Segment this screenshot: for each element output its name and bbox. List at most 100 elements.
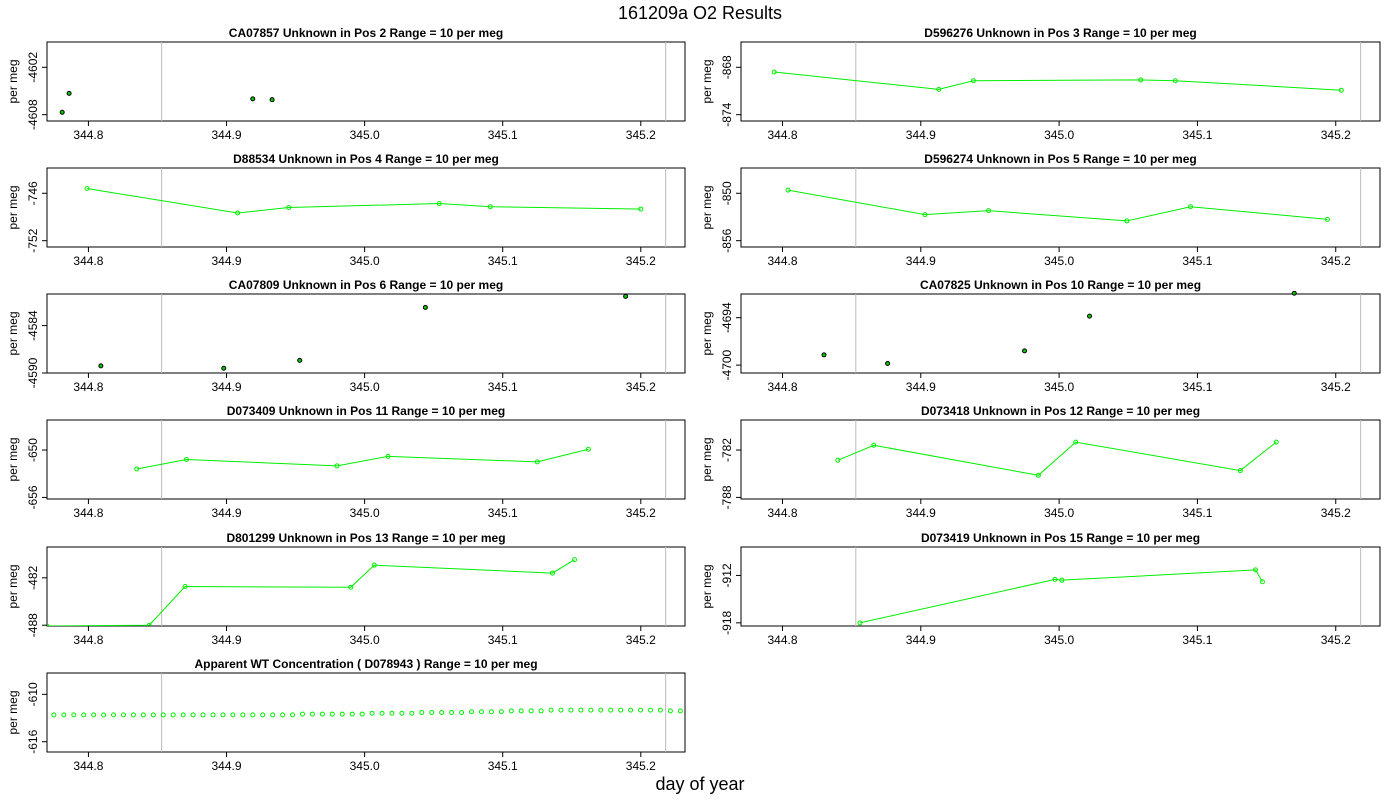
x-tick-label: 345.1 — [1182, 380, 1212, 394]
x-tick-label: 345.2 — [626, 128, 656, 142]
panel-2: D596276 Unknown in Pos 3 Range = 10 per … — [700, 26, 1381, 142]
x-axis-title: day of year — [655, 774, 745, 794]
data-layer — [59, 90, 275, 115]
data-point — [309, 711, 315, 717]
x-tick-label: 345.1 — [488, 380, 518, 394]
data-point — [101, 712, 107, 718]
y-tick-label: -782 — [720, 438, 734, 462]
data-point — [399, 710, 405, 716]
data-point — [290, 712, 296, 718]
data-point — [319, 711, 325, 717]
panel-6: CA07825 Unknown in Pos 10 Range = 10 per… — [700, 278, 1381, 394]
plot-frame — [740, 546, 1381, 627]
data-point — [1073, 439, 1079, 445]
y-tick-label: -856 — [720, 228, 734, 252]
data-point — [1259, 579, 1265, 585]
x-tick-label: 344.8 — [73, 633, 103, 647]
x-tick-label: 345.1 — [1182, 633, 1212, 647]
data-point — [798, 712, 802, 716]
y-tick-label: -752 — [26, 228, 40, 252]
data-point — [688, 709, 692, 713]
data-point — [269, 97, 275, 103]
y-axis-label: per meg — [700, 59, 714, 103]
x-tick-label: 345.2 — [1321, 506, 1351, 520]
data-point — [61, 712, 67, 718]
panel-title: D073409 Unknown in Pos 11 Range = 10 per… — [227, 404, 505, 418]
data-point — [150, 712, 156, 718]
x-tick-label: 344.9 — [906, 380, 936, 394]
data-point — [885, 361, 891, 367]
x-tick-label: 345.2 — [1321, 128, 1351, 142]
panel-title: Apparent WT Concentration ( D078943 ) Ra… — [194, 657, 537, 671]
series-line — [859, 569, 1263, 624]
data-layer — [785, 187, 1330, 224]
panel-3: D88534 Unknown in Pos 4 Range = 10 per m… — [6, 152, 686, 268]
y-axis-label: per meg — [700, 564, 714, 608]
panel-title: CA07857 Unknown in Pos 2 Range = 10 per … — [229, 26, 503, 40]
data-point — [339, 711, 345, 717]
data-point — [1188, 204, 1194, 210]
data-point — [827, 712, 831, 716]
panel-title: CA07825 Unknown in Pos 10 Range = 10 per… — [920, 278, 1201, 292]
data-point — [1291, 291, 1297, 296]
data-point — [436, 201, 442, 207]
data-point — [1138, 77, 1144, 83]
y-tick-label: -656 — [26, 485, 40, 509]
data-point — [548, 707, 554, 713]
series-line — [774, 71, 1342, 91]
x-tick-label: 345.0 — [350, 506, 380, 520]
data-point — [369, 710, 375, 716]
data-point — [183, 457, 189, 462]
panel-1: CA07857 Unknown in Pos 2 Range = 10 per … — [6, 26, 686, 142]
panel-title: D801299 Unknown in Pos 13 Range = 10 per… — [226, 531, 505, 545]
y-axis-label: per meg — [6, 437, 20, 481]
y-tick-label: -482 — [26, 565, 40, 589]
data-layer — [857, 567, 1265, 626]
data-point — [657, 707, 663, 713]
y-axis-label: per meg — [6, 311, 20, 355]
data-point — [1237, 468, 1243, 474]
data-point — [778, 712, 782, 716]
series-line — [47, 559, 575, 626]
data-layer — [835, 439, 1279, 478]
data-point — [1022, 348, 1028, 354]
data-point — [677, 708, 683, 714]
x-tick-label: 345.2 — [626, 633, 656, 647]
y-tick-label: -488 — [26, 613, 40, 637]
data-point — [857, 620, 863, 626]
data-point — [487, 204, 493, 210]
data-point — [180, 712, 186, 718]
data-point — [250, 712, 256, 718]
y-tick-label: -4602 — [26, 52, 40, 83]
data-layer — [771, 69, 1344, 93]
x-tick-label: 345.0 — [350, 254, 380, 268]
y-tick-label: -4584 — [26, 310, 40, 341]
x-tick-label: 345.1 — [1182, 128, 1212, 142]
data-point — [647, 707, 653, 713]
data-point — [221, 365, 227, 371]
y-tick-label: -610 — [26, 682, 40, 706]
x-tick-label: 344.8 — [767, 633, 797, 647]
panel-8: D073418 Unknown in Pos 12 Range = 10 per… — [700, 404, 1381, 520]
data-point — [98, 363, 104, 369]
data-point — [618, 707, 624, 713]
y-tick-label: -746 — [26, 181, 40, 205]
data-point — [534, 459, 540, 465]
y-axis-label: per meg — [6, 564, 20, 608]
series-line — [136, 448, 589, 470]
data-point — [1324, 216, 1330, 222]
data-point — [922, 212, 928, 218]
plot-frame — [46, 293, 686, 374]
x-tick-label: 345.0 — [1044, 128, 1074, 142]
plot-frame — [46, 167, 686, 248]
x-tick-label: 345.0 — [350, 128, 380, 142]
x-tick-label: 344.9 — [906, 506, 936, 520]
x-tick-label: 345.0 — [1044, 633, 1074, 647]
data-point — [280, 712, 286, 718]
panel-11: Apparent WT Concentration ( D078943 ) Ra… — [6, 657, 831, 773]
data-point — [1172, 78, 1178, 84]
data-point — [235, 210, 241, 216]
data-point — [84, 186, 90, 192]
data-point — [1338, 87, 1344, 93]
data-point — [708, 710, 712, 714]
